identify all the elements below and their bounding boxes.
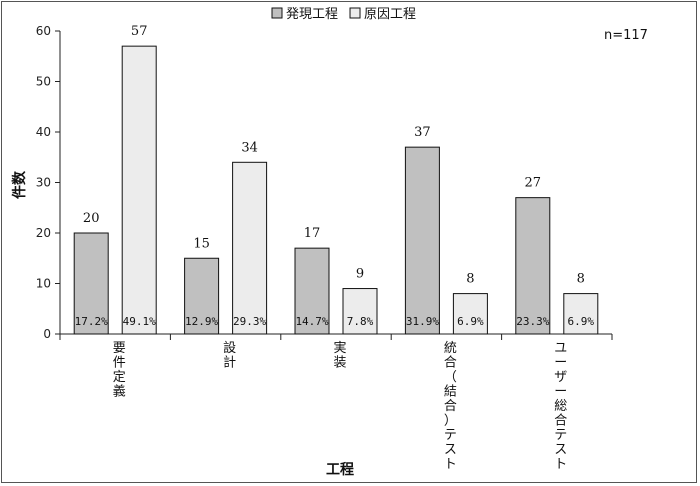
y-axis: 0 10 20 30 40 50 60: [36, 24, 61, 341]
legend-label: 発現工程: [286, 7, 338, 22]
bar-percent-label: 14.7%: [295, 315, 328, 328]
bar-cause-phase: [452, 293, 488, 335]
bar-onset-phase: [73, 232, 109, 335]
y-tick-label: 20: [36, 226, 51, 240]
x-axis-title: 工程: [326, 462, 354, 478]
sample-size-annotation: n=117: [604, 28, 648, 43]
bar-percent-label: 31.9%: [406, 315, 439, 328]
bar-onset-phase: [404, 146, 440, 335]
x-tick-label: 要件定義: [113, 341, 126, 400]
bar-percent-label: 49.1%: [123, 315, 156, 328]
y-tick-label: 30: [36, 176, 51, 190]
bar-onset-phase: [515, 197, 551, 335]
x-tick-label: 設計: [223, 340, 236, 371]
bar-percent-label: 12.9%: [185, 315, 218, 328]
bar-cause-phase: [232, 161, 268, 335]
bar-percent-label: 17.2%: [75, 315, 108, 328]
bar-value-label: 15: [193, 236, 210, 251]
bar-value-label: 57: [131, 24, 148, 39]
bar-percent-label: 6.9%: [568, 315, 595, 328]
bar-cause-phase: [121, 45, 157, 335]
bar-onset-phase: [184, 257, 220, 335]
legend-swatch: [349, 7, 361, 19]
bar-value-label: 8: [577, 272, 585, 287]
legend: 発現工程 原因工程: [271, 7, 416, 22]
x-tick-label: 実装: [333, 340, 346, 371]
bar-value-label: 9: [356, 267, 364, 282]
bar-cause-phase: [342, 288, 378, 335]
bar-value-label: 34: [241, 140, 258, 155]
data-labels: 20 17.2% 15 12.9% 17 14.7% 37 31.9% 27 23.3% 57 49.…: [75, 24, 595, 328]
y-tick-label: 60: [36, 24, 51, 38]
bar-value-label: 17: [304, 226, 321, 241]
bar-value-label: 8: [466, 272, 474, 287]
y-tick-label: 0: [43, 327, 51, 341]
bar-value-label: 20: [83, 211, 100, 226]
bar-percent-label: 29.3%: [233, 315, 266, 328]
bar-percent-label: 7.8%: [347, 315, 374, 328]
legend-swatch: [271, 7, 283, 19]
y-tick-label: 50: [36, 75, 51, 89]
x-axis: 要件定義 設計 実装 統合（結合）テスト ユーザー総合テスト: [59, 333, 613, 472]
bar-value-label: 37: [414, 125, 431, 140]
x-tick-label: 統合（結合）テスト: [444, 341, 457, 472]
bar-onset-phase: [294, 247, 330, 335]
bar-value-label: 27: [525, 176, 542, 191]
y-axis-title: 件数: [11, 170, 28, 199]
y-tick-label: 40: [36, 125, 51, 139]
bars: [73, 45, 599, 335]
x-tick-label: ユーザー総合テスト: [554, 341, 567, 472]
y-tick-label: 10: [36, 277, 51, 291]
bar-percent-label: 23.3%: [516, 315, 549, 328]
legend-label: 原因工程: [364, 7, 416, 22]
bar-cause-phase: [563, 293, 599, 335]
bar-percent-label: 6.9%: [457, 315, 484, 328]
